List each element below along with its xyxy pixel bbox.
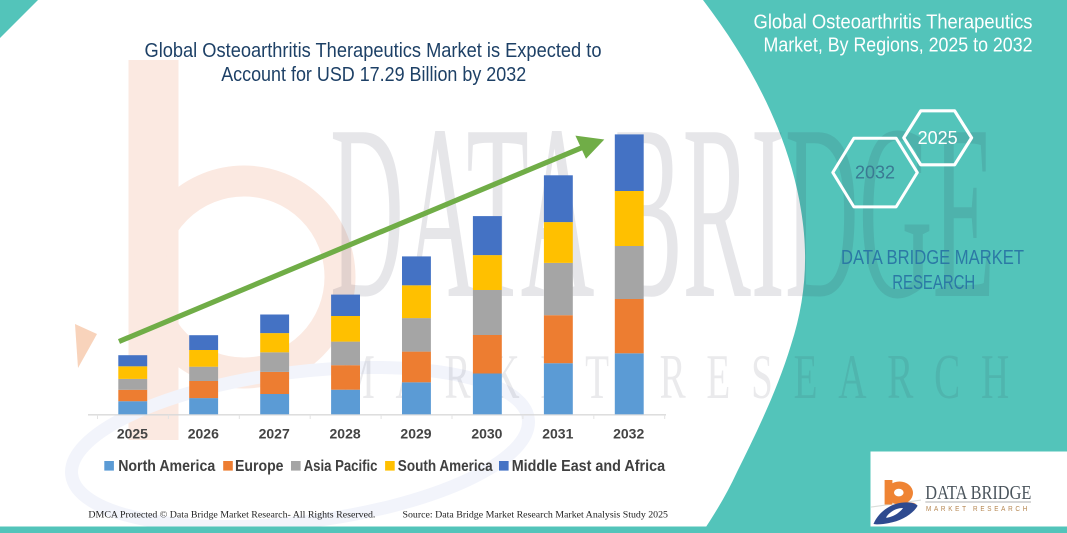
svg-text:Market, By Regions, 2025 to 20: Market, By Regions, 2025 to 2032 — [764, 34, 1033, 57]
svg-text:2025: 2025 — [117, 426, 148, 442]
svg-text:Account for USD 17.29 Billion: Account for USD 17.29 Billion by 2032 — [221, 63, 526, 86]
svg-text:South America: South America — [398, 458, 493, 475]
svg-text:MARKET RESEARCH: MARKET RESEARCH — [926, 506, 1030, 513]
svg-text:Global Osteoarthritis Therapeu: Global Osteoarthritis Therapeutics — [754, 10, 1033, 33]
svg-text:DATA BRIDGE: DATA BRIDGE — [330, 74, 995, 351]
svg-text:2026: 2026 — [188, 426, 219, 442]
svg-text:Middle East and Africa: Middle East and Africa — [512, 458, 665, 475]
svg-text:Europe: Europe — [235, 458, 284, 475]
svg-text:North America: North America — [118, 458, 215, 475]
svg-text:2025: 2025 — [918, 128, 958, 148]
svg-text:RESEARCH: RESEARCH — [892, 271, 975, 294]
svg-text:Source: Data Bridge Market Res: Source: Data Bridge Market Research Mark… — [403, 510, 669, 521]
svg-text:2028: 2028 — [330, 426, 361, 442]
svg-text:DATA BRIDGE MARKET: DATA BRIDGE MARKET — [841, 246, 1024, 269]
svg-text:2029: 2029 — [400, 426, 431, 442]
svg-text:DMCA Protected © Data Bridge M: DMCA Protected © Data Bridge Market Rese… — [88, 510, 375, 521]
svg-text:2030: 2030 — [471, 426, 502, 442]
svg-text:2032: 2032 — [855, 163, 895, 183]
svg-text:MARKET RESEARCH: MARKET RESEARCH — [340, 341, 1030, 412]
svg-text:Asia Pacific: Asia Pacific — [304, 458, 378, 475]
svg-text:2032: 2032 — [613, 426, 644, 442]
svg-text:Global Osteoarthritis Therapeu: Global Osteoarthritis Therapeutics Marke… — [145, 39, 602, 62]
svg-text:2027: 2027 — [259, 426, 290, 442]
svg-text:2031: 2031 — [542, 426, 573, 442]
svg-text:DATA BRIDGE: DATA BRIDGE — [925, 482, 1031, 504]
